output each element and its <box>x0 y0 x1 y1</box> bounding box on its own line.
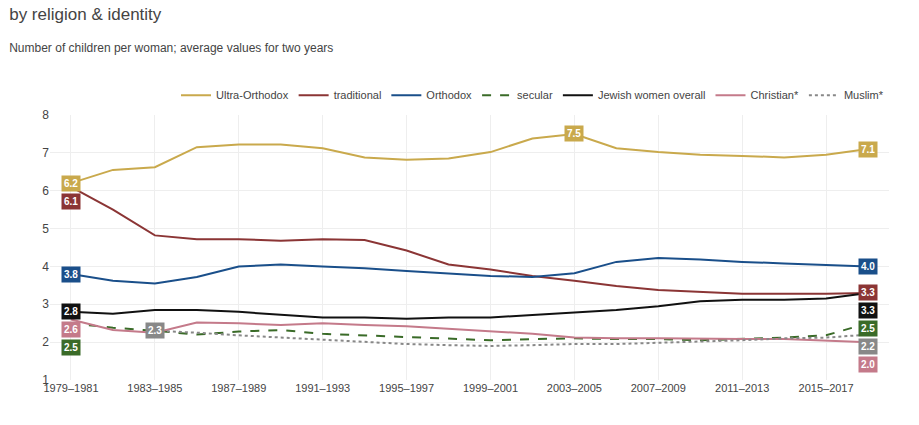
svg-text:2.8: 2.8 <box>64 306 78 317</box>
svg-text:2003–2005: 2003–2005 <box>547 382 602 394</box>
svg-text:2011–2013: 2011–2013 <box>715 382 769 394</box>
svg-text:2007–2009: 2007–2009 <box>631 382 686 394</box>
svg-text:3.3: 3.3 <box>861 287 875 298</box>
svg-text:secular: secular <box>517 89 553 101</box>
svg-text:1987–1989: 1987–1989 <box>211 382 266 394</box>
svg-text:2.5: 2.5 <box>64 342 78 353</box>
svg-text:1995–1997: 1995–1997 <box>379 382 434 394</box>
svg-text:1991–1993: 1991–1993 <box>295 382 350 394</box>
svg-text:2.5: 2.5 <box>861 323 875 334</box>
svg-text:Orthodox: Orthodox <box>426 89 472 101</box>
svg-text:2.6: 2.6 <box>64 324 78 335</box>
svg-text:traditional: traditional <box>334 89 382 101</box>
svg-text:Jewish women overall: Jewish women overall <box>598 89 706 101</box>
svg-text:Christian*: Christian* <box>750 89 798 101</box>
svg-text:5: 5 <box>42 222 49 236</box>
svg-text:3.8: 3.8 <box>64 269 78 280</box>
svg-text:6.1: 6.1 <box>64 196 78 207</box>
svg-text:6.2: 6.2 <box>64 178 78 189</box>
svg-text:2.0: 2.0 <box>861 359 875 370</box>
svg-text:7.1: 7.1 <box>861 144 875 155</box>
svg-text:4: 4 <box>42 260 49 274</box>
svg-text:4.0: 4.0 <box>861 261 875 272</box>
svg-text:7: 7 <box>42 146 49 160</box>
svg-text:3: 3 <box>42 297 49 311</box>
svg-text:6: 6 <box>42 184 49 198</box>
svg-text:8: 8 <box>42 108 49 122</box>
svg-text:by religion & identity: by religion & identity <box>9 5 162 24</box>
svg-text:2.3: 2.3 <box>148 325 162 336</box>
svg-text:Ultra-Orthodox: Ultra-Orthodox <box>216 89 289 101</box>
svg-text:7.5: 7.5 <box>567 128 581 139</box>
svg-text:2: 2 <box>42 335 49 349</box>
svg-text:2.2: 2.2 <box>861 341 875 352</box>
svg-text:1999–2001: 1999–2001 <box>463 382 518 394</box>
svg-text:Number of children per woman;: Number of children per woman; average va… <box>9 41 333 55</box>
svg-text:2015–2017: 2015–2017 <box>799 382 854 394</box>
svg-text:1: 1 <box>42 373 49 387</box>
svg-text:1979–1981: 1979–1981 <box>43 382 98 394</box>
svg-text:3.3: 3.3 <box>861 305 875 316</box>
svg-text:1983–1985: 1983–1985 <box>127 382 182 394</box>
svg-text:Muslim*: Muslim* <box>844 89 884 101</box>
